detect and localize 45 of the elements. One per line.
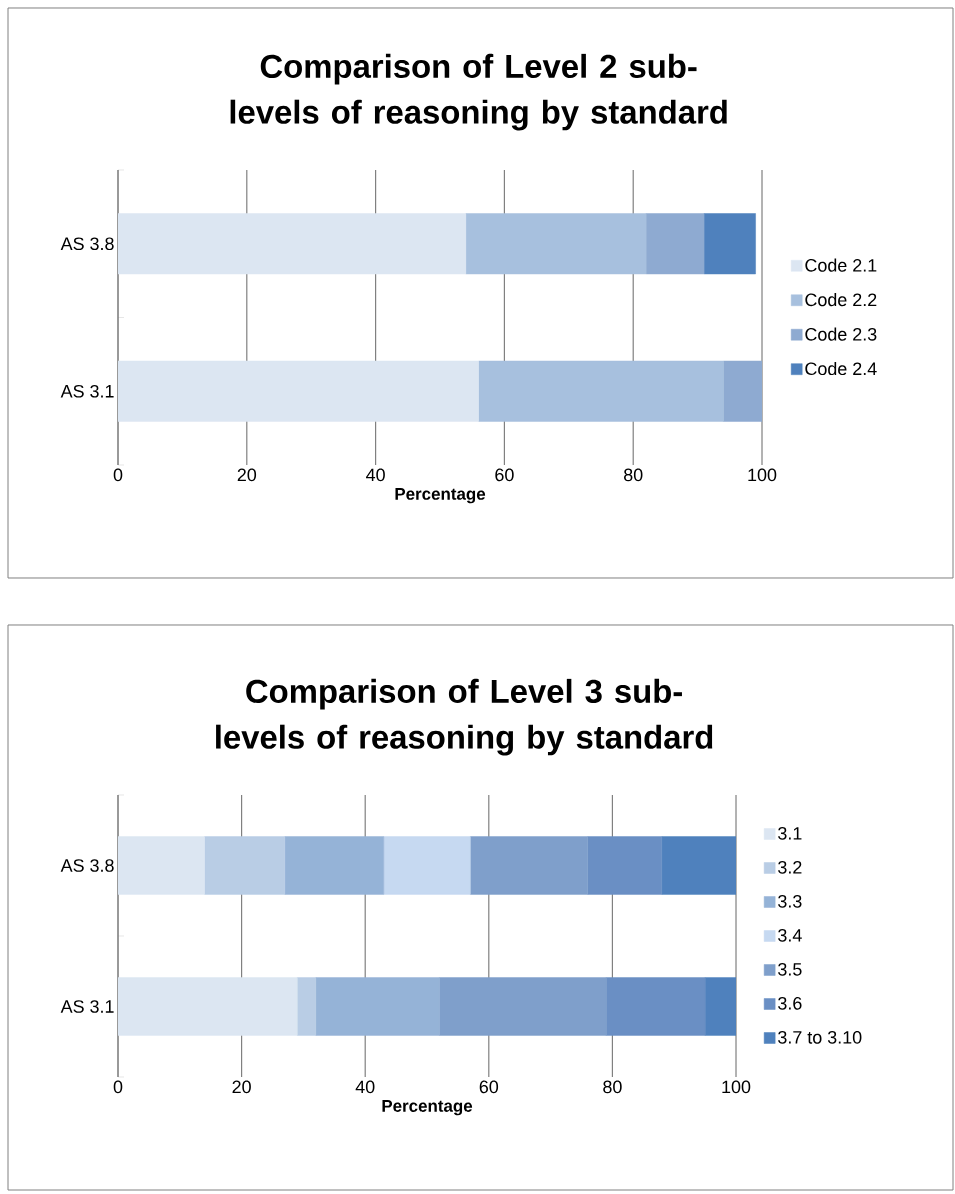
bar (605, 977, 706, 1036)
x-axis-title: Percentage (395, 488, 486, 504)
legend-label: 3.6 (778, 996, 802, 1010)
x-tick-label: 0 (113, 468, 123, 482)
legend-label: 3.1 (778, 826, 802, 840)
x-axis-title: Percentage (382, 1100, 473, 1116)
chart-title: Comparison of Level 2 sub-levels of reasoning by standard (230, 53, 727, 131)
legend-label: 3.2 (778, 860, 802, 874)
x-tick-label: 80 (603, 1080, 622, 1094)
x-tick-label: 100 (722, 1080, 751, 1094)
x-tick-label: 40 (355, 1080, 375, 1094)
x-tick-label: 0 (113, 1080, 123, 1094)
bar (284, 836, 384, 895)
legend-label: Code 2.1 (805, 258, 877, 272)
legend-label: Code 2.2 (805, 293, 877, 307)
bar (296, 977, 317, 1036)
legend-label: 3.3 (778, 894, 802, 908)
legend-label: 3.4 (778, 928, 802, 942)
bar (478, 360, 724, 422)
legend-label: 3.7 to 3.10 (778, 1030, 862, 1044)
x-tick-label: 100 (748, 468, 777, 482)
x-tick-label: 20 (237, 468, 257, 482)
legend-label: Code 2.4 (805, 361, 877, 376)
bar (470, 836, 588, 895)
x-tick-label: 60 (495, 468, 514, 482)
bar (439, 977, 607, 1036)
bar (703, 213, 756, 275)
x-tick-label: 60 (479, 1080, 499, 1094)
bar (315, 977, 440, 1036)
x-tick-label: 20 (232, 1080, 251, 1094)
bar (704, 977, 737, 1036)
legend-label: Code 2.3 (805, 327, 877, 341)
y-tick-label: AS 3.8 (60, 237, 114, 251)
legend-label: 3.5 (778, 962, 802, 976)
bar (383, 836, 471, 895)
bar (661, 836, 737, 895)
y-tick-label: AS 3.1 (60, 1000, 114, 1013)
x-tick-label: 80 (624, 468, 643, 482)
x-tick-label: 40 (366, 468, 385, 482)
bar (587, 836, 663, 895)
chart-title: Comparison of Level 3 sub-levels of reasoning by standard (216, 678, 713, 756)
y-tick-label: AS 3.1 (60, 384, 114, 398)
y-tick-label: AS 3.8 (60, 859, 114, 872)
bar (204, 836, 286, 895)
bar (465, 213, 647, 275)
